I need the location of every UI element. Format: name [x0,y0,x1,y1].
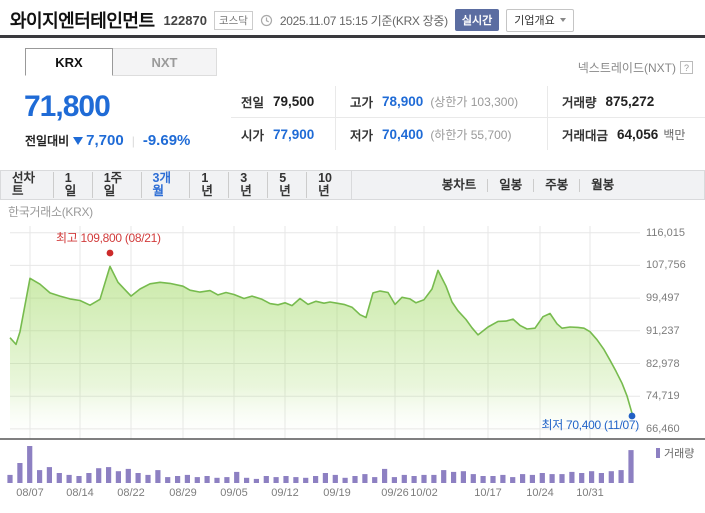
period-1주일[interactable]: 1주일 [91,172,141,198]
period-10년[interactable]: 10년 [306,172,351,198]
period-5년[interactable]: 5년 [267,172,306,198]
y-axis-tick: 74,719 [646,390,680,402]
y-axis-tick: 107,756 [646,259,686,271]
summary-cell: 시가 77,900 [231,118,335,150]
y-axis-tick: 99,497 [646,292,680,304]
price-change-row: 전일대비 7,700 | -9.69% [25,132,190,149]
x-axis-tick: 10/17 [474,487,502,499]
period-high-annotation: 최고 109,800 (08/21) [56,231,161,245]
x-axis-tick: 08/29 [169,487,197,499]
period-3개월[interactable]: 3개월 [140,172,190,198]
company-overview-label: 기업개요 [514,14,555,27]
x-axis-tick: 09/05 [220,487,248,499]
candle-월봉[interactable]: 월봉 [579,178,625,192]
candle-주봉[interactable]: 주봉 [533,178,579,192]
summary-cell: 거래대금 64,056 백만 [547,118,705,150]
quote-datetime: 2025.11.07 15:15 기준(KRX 장중) [279,13,448,28]
summary-cell: 저가 70,400 (하한가 55,700) [335,118,547,150]
summary-cell: 전일 79,500 [231,86,335,117]
clock-icon [260,14,273,27]
y-axis-tick: 116,015 [646,227,685,239]
volume-legend-label: 거래량 [664,448,695,460]
candle-chart-toolbar: 봉차트 일봉 주봉 월봉 [351,170,705,200]
change-label: 전일대비 [25,134,70,148]
summary-label: 고가 [350,96,374,110]
summary-value: 79,500 [273,94,315,109]
triangle-down-icon [73,136,84,145]
caret-down-icon [559,17,566,22]
x-axis-tick: 09/19 [323,487,351,499]
help-icon[interactable]: ? [680,61,693,74]
period-1일[interactable]: 1일 [52,172,92,198]
exchange-label: 한국거래소(KRX) [8,205,93,219]
x-axis-tick: 09/26 [381,487,409,499]
summary-value: 78,900 [382,94,424,109]
x-axis-tick: 10/02 [410,487,438,499]
summary-label: 거래량 [562,96,597,110]
nextrade-link: 넥스트레이드(NXT) ? [578,59,693,76]
y-axis-tick: 66,460 [646,423,680,435]
line-chart-label: 선차트 [12,171,36,198]
change-percent: -9.69% [142,132,191,149]
summary-row: 시가 77,900 저가 70,400 (하한가 55,700) 거래대금 64,056 백만 [231,118,705,150]
stock-code: 122870 [163,12,207,28]
x-axis-tick: 08/22 [117,487,145,499]
period-low-annotation: 최저 70,400 (11/07) [541,418,640,432]
candle-chart-label: 봉차트 [441,177,477,192]
summary-note: (하한가 55,700) [430,127,512,142]
change-value: 7,700 [86,132,124,149]
period-1년[interactable]: 1년 [189,172,228,198]
summary-value: 70,400 [382,126,424,142]
summary-note: (상한가 103,300) [430,95,519,109]
summary-label: 전일 [241,96,265,110]
summary-cell: 고가 78,900 (상한가 103,300) [335,86,547,117]
x-axis-tick: 08/07 [16,487,44,499]
summary-label: 저가 [350,128,374,143]
header: 와이지엔터테인먼트 122870 코스닥 2025.11.07 15:15 기준… [10,8,700,32]
summary-value: 77,900 [273,126,315,142]
nextrade-label: 넥스트레이드(NXT) [577,61,676,75]
y-axis-tick: 91,237 [646,325,680,337]
x-axis-tick: 09/12 [271,487,299,499]
separator: | [131,133,135,148]
stock-title: 와이지엔터테인먼트 [10,11,155,31]
summary-unit: 백만 [663,127,686,142]
line-chart-toolbar: 선차트 1일 1주일 3개월 1년 3년 5년 10년 [0,170,352,200]
summary-row: 전일 79,500 고가 78,900 (상한가 103,300) 거래량 875,272 [231,86,705,118]
current-price: 71,800 [24,90,111,123]
company-overview-button[interactable]: 기업개요 [506,8,574,32]
summary-value: 875,272 [605,94,655,109]
chart-canvas [0,226,705,483]
x-axis-tick: 10/31 [576,487,604,499]
volume-legend: 거래량 [656,445,694,461]
tab-nxt[interactable]: NXT [112,48,217,76]
price-chart: 116,015 107,756 99,497 91,237 82,978 74,719 66… [0,220,705,513]
volume-swatch-icon [656,448,660,458]
summary-value: 64,056 [617,126,659,142]
summary-cell: 거래량 875,272 [547,86,705,117]
realtime-badge[interactable]: 실시간 [454,9,500,31]
x-axis-tick: 10/24 [526,487,554,499]
candle-일봉[interactable]: 일봉 [487,178,533,192]
tab-krx[interactable]: KRX [25,48,113,76]
market-badge: 코스닥 [213,10,253,30]
summary-label: 시가 [241,128,265,143]
period-3년[interactable]: 3년 [228,172,267,198]
x-axis-tick: 08/14 [66,487,94,499]
summary-label: 거래대금 [562,128,609,143]
y-axis-tick: 82,978 [646,358,680,370]
header-divider [0,35,705,38]
summary-table: 전일 79,500 고가 78,900 (상한가 103,300) 거래량 875,272 시… [231,86,705,150]
